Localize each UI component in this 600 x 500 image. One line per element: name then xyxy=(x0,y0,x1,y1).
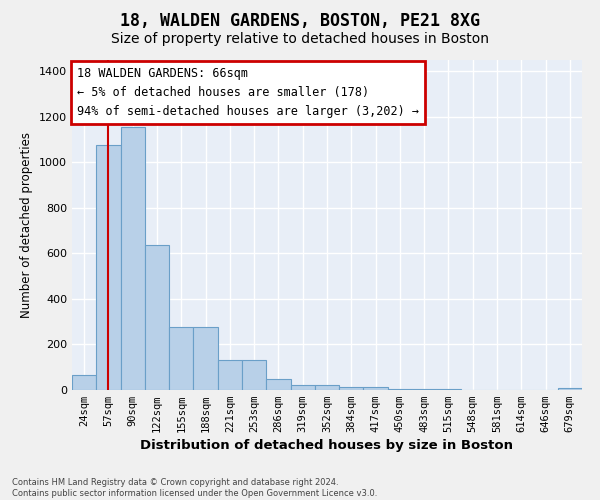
Y-axis label: Number of detached properties: Number of detached properties xyxy=(20,132,34,318)
Bar xyxy=(412,389,436,390)
Bar xyxy=(72,374,96,390)
Text: 18, WALDEN GARDENS, BOSTON, PE21 8XG: 18, WALDEN GARDENS, BOSTON, PE21 8XG xyxy=(120,12,480,30)
Text: 18 WALDEN GARDENS: 66sqm
← 5% of detached houses are smaller (178)
94% of semi-d: 18 WALDEN GARDENS: 66sqm ← 5% of detache… xyxy=(77,66,419,118)
Bar xyxy=(145,246,169,390)
Bar xyxy=(558,388,582,390)
Bar xyxy=(388,389,412,390)
Bar xyxy=(315,385,339,390)
Bar xyxy=(290,385,315,390)
Bar xyxy=(364,388,388,390)
Text: Size of property relative to detached houses in Boston: Size of property relative to detached ho… xyxy=(111,32,489,46)
Bar xyxy=(121,127,145,390)
Bar xyxy=(266,379,290,390)
Bar xyxy=(436,389,461,390)
Bar xyxy=(339,388,364,390)
Text: Contains HM Land Registry data © Crown copyright and database right 2024.
Contai: Contains HM Land Registry data © Crown c… xyxy=(12,478,377,498)
X-axis label: Distribution of detached houses by size in Boston: Distribution of detached houses by size … xyxy=(140,440,514,452)
Bar xyxy=(96,146,121,390)
Bar xyxy=(193,328,218,390)
Bar xyxy=(242,360,266,390)
Bar xyxy=(169,328,193,390)
Bar xyxy=(218,360,242,390)
